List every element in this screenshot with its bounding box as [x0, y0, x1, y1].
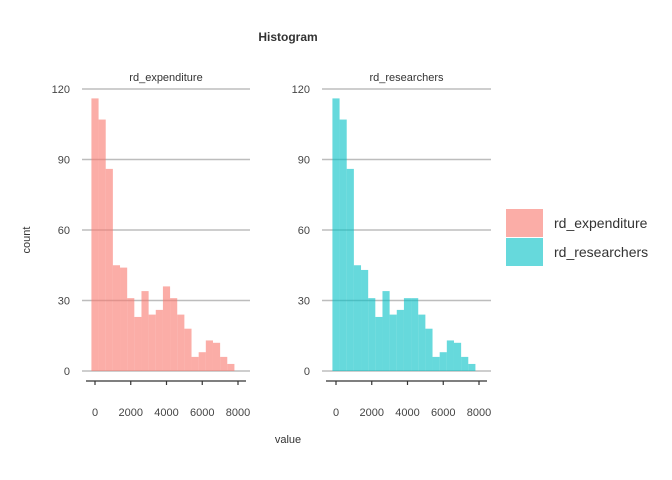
y-tick-label: 120 [292, 84, 310, 96]
x-tick-label: 4000 [395, 407, 419, 419]
histogram-bar [361, 269, 369, 371]
histogram-bar [453, 342, 462, 371]
histogram-bar [141, 291, 149, 371]
y-tick-label: 60 [58, 225, 70, 237]
facet-strip-label: rd_researchers [370, 72, 444, 84]
histogram-bar [339, 119, 347, 371]
histogram-bar [112, 265, 121, 371]
y-tick-label: 60 [298, 225, 310, 237]
x-tick-label: 8000 [226, 407, 250, 419]
histogram-bar [120, 267, 128, 371]
histogram-bar [375, 316, 383, 371]
histogram-bar [432, 356, 440, 371]
x-axis-title: value [275, 434, 301, 446]
legend: rd_expenditure rd_researchers [506, 209, 648, 266]
x-tick-label: 6000 [190, 407, 214, 419]
x-tick-label: 0 [333, 407, 339, 419]
histogram-bar [389, 314, 397, 371]
histogram-bar [403, 298, 412, 371]
histogram-bar [461, 356, 469, 371]
histogram-bar [177, 314, 185, 371]
legend-key-rd_researchers [506, 238, 543, 266]
histogram-bar [205, 340, 213, 371]
y-axis-title: count [21, 227, 33, 254]
histogram-bar [191, 356, 199, 371]
histogram-bar [98, 119, 106, 371]
histogram-bar [198, 352, 206, 371]
histogram-bar [227, 363, 235, 371]
histogram-bar [396, 309, 404, 371]
histogram-bar [105, 168, 113, 371]
histogram-bar [134, 316, 142, 371]
histogram-bar [148, 314, 156, 371]
histogram-bar [127, 298, 135, 371]
y-tick-label: 0 [64, 366, 70, 378]
histogram-bar [411, 298, 419, 371]
y-tick-label: 30 [298, 296, 310, 308]
histogram-bar [439, 352, 447, 371]
histogram-bar [425, 328, 433, 371]
histogram-bar [332, 98, 340, 372]
legend-label: rd_researchers [554, 244, 648, 260]
y-tick-label: 120 [52, 84, 70, 96]
y-tick-label: 0 [304, 366, 310, 378]
histogram-bar [91, 98, 99, 372]
histogram-bar [212, 342, 221, 371]
x-tick-label: 6000 [431, 407, 455, 419]
histogram-bar [346, 168, 354, 371]
x-tick-label: 2000 [360, 407, 384, 419]
histogram-bar [468, 363, 476, 371]
histogram-bar [353, 265, 362, 371]
histogram-bar [162, 286, 171, 371]
y-tick-label: 30 [58, 296, 70, 308]
histogram-bar [368, 298, 376, 371]
legend-key-rd_expenditure [506, 209, 543, 237]
x-tick-label: 0 [92, 407, 98, 419]
histogram-bar [446, 340, 454, 371]
histogram-bar [170, 298, 178, 371]
legend-label: rd_expenditure [554, 215, 648, 231]
chart-title: Histogram [258, 30, 317, 44]
x-tick-label: 4000 [154, 407, 178, 419]
histogram-bar [220, 356, 228, 371]
y-tick-label: 90 [58, 155, 70, 167]
histogram-bar [155, 309, 163, 371]
x-tick-label: 8000 [467, 407, 491, 419]
facet-strip-label: rd_expenditure [129, 72, 202, 84]
panel-rd_expenditure: rd_expenditure 0 30 60 90 120 0 2000 4000 6000 800… [52, 72, 251, 419]
y-tick-label: 90 [298, 155, 310, 167]
x-tick-label: 2000 [119, 407, 143, 419]
histogram-bar [418, 314, 426, 371]
histogram-bar [382, 291, 390, 371]
panel-rd_researchers: rd_researchers 0 30 60 90 120 0 2000 4000 6000 800… [292, 72, 492, 419]
histogram-bar [184, 328, 192, 371]
